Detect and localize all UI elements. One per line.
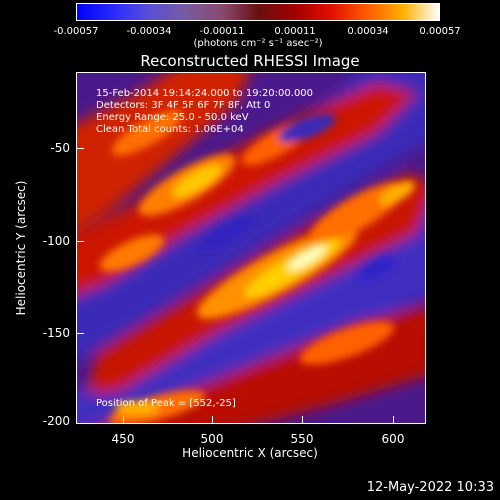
y-tick-label: -100 (42, 234, 70, 248)
x-tick-mark (302, 416, 303, 424)
x-tick-label: 450 (111, 432, 135, 446)
colorbar-units: (photons cm⁻² s⁻¹ asec⁻²) (193, 38, 323, 49)
peak-position-label: Position of Peak = [552,-25] (96, 398, 236, 409)
colorbar-tick-label: -0.00057 (53, 26, 99, 37)
x-tick-mark (212, 416, 213, 424)
colorbar-tick-label: 0.00034 (347, 26, 389, 37)
detectors-label: Detectors: 3F 4F 5F 6F 7F 8F, Att 0 (96, 100, 271, 111)
y-tick-label: -50 (50, 141, 70, 155)
energy-range-label: Energy Range: 25.0 - 50.0 keV (96, 112, 249, 123)
x-tick-label: 600 (381, 432, 405, 446)
x-tick-label: 500 (200, 432, 224, 446)
y-axis-label: Heliocentric Y (arcsec) (14, 180, 28, 316)
colorbar-tick-label: 0.00011 (274, 26, 316, 37)
colorbar-tick-label: -0.00034 (126, 26, 172, 37)
x-tick-label: 550 (290, 432, 314, 446)
date-stamp: 12-May-2022 10:33 (366, 480, 494, 495)
y-tick-label: -150 (42, 326, 70, 340)
y-tick-mark (76, 333, 84, 334)
time-range-label: 15-Feb-2014 19:14:24.000 to 19:20:00.000 (96, 88, 314, 99)
image-title: Reconstructed RHESSI Image (140, 52, 360, 70)
colorbar-tick-label: 0.00057 (419, 26, 461, 37)
y-tick-mark (76, 241, 84, 242)
rhessi-image (76, 72, 426, 424)
y-tick-label: -200 (42, 414, 70, 428)
x-tick-mark (393, 416, 394, 424)
x-tick-mark (123, 416, 124, 424)
rhessi-image-canvas (77, 73, 425, 423)
colorbar (76, 3, 440, 21)
y-tick-mark (76, 148, 84, 149)
clean-total-counts-label: Clean Total counts: 1.06E+04 (96, 124, 244, 135)
colorbar-tick-label: -0.00011 (199, 26, 245, 37)
x-axis-label: Heliocentric X (arcsec) (182, 446, 318, 460)
